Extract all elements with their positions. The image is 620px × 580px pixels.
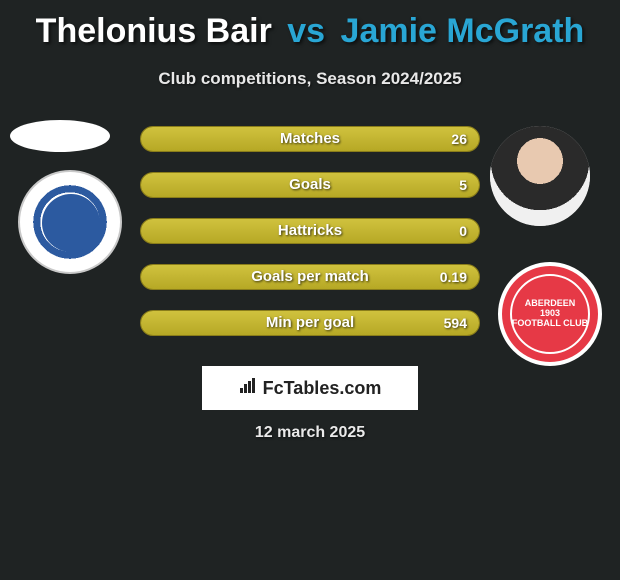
subtitle: Club competitions, Season 2024/2025: [0, 69, 620, 89]
stat-row-hattricks: Hattricks 0: [140, 218, 480, 244]
comparison-title: Thelonius Bair vs Jamie McGrath: [0, 0, 620, 51]
stat-value: 26: [451, 127, 467, 151]
stat-value: 594: [444, 311, 467, 335]
stat-label: Goals: [141, 173, 479, 197]
player1-avatar: [10, 120, 110, 152]
player1-club-crest: [18, 170, 122, 274]
player2-club-crest: ABERDEEN 1903 FOOTBALL CLUB: [498, 262, 602, 366]
crest-top: ABERDEEN: [512, 299, 588, 309]
vs-text: vs: [287, 12, 325, 50]
stat-label: Goals per match: [141, 265, 479, 289]
player1-name: Thelonius Bair: [36, 12, 272, 50]
crest-year: 1903: [512, 309, 588, 319]
fctables-watermark: FcTables.com: [202, 366, 418, 410]
stat-label: Min per goal: [141, 311, 479, 335]
player2-name: Jamie McGrath: [341, 12, 585, 50]
player2-face-icon: [490, 126, 590, 226]
stat-label: Hattricks: [141, 219, 479, 243]
player2-avatar: [490, 126, 590, 226]
stat-label: Matches: [141, 127, 479, 151]
club-crest-text: ABERDEEN 1903 FOOTBALL CLUB: [512, 299, 588, 329]
crest-bottom: FOOTBALL CLUB: [512, 319, 588, 329]
watermark-text: FcTables.com: [263, 378, 382, 399]
stat-row-goals: Goals 5: [140, 172, 480, 198]
stat-bars: Matches 26 Goals 5 Hattricks 0 Goals per…: [140, 126, 480, 356]
stat-row-min-per-goal: Min per goal 594: [140, 310, 480, 336]
stat-value: 0: [459, 219, 467, 243]
stat-row-goals-per-match: Goals per match 0.19: [140, 264, 480, 290]
stat-row-matches: Matches 26: [140, 126, 480, 152]
stat-value: 0.19: [440, 265, 467, 289]
chart-icon: [239, 378, 257, 399]
comparison-date: 12 march 2025: [0, 424, 620, 442]
stat-value: 5: [459, 173, 467, 197]
